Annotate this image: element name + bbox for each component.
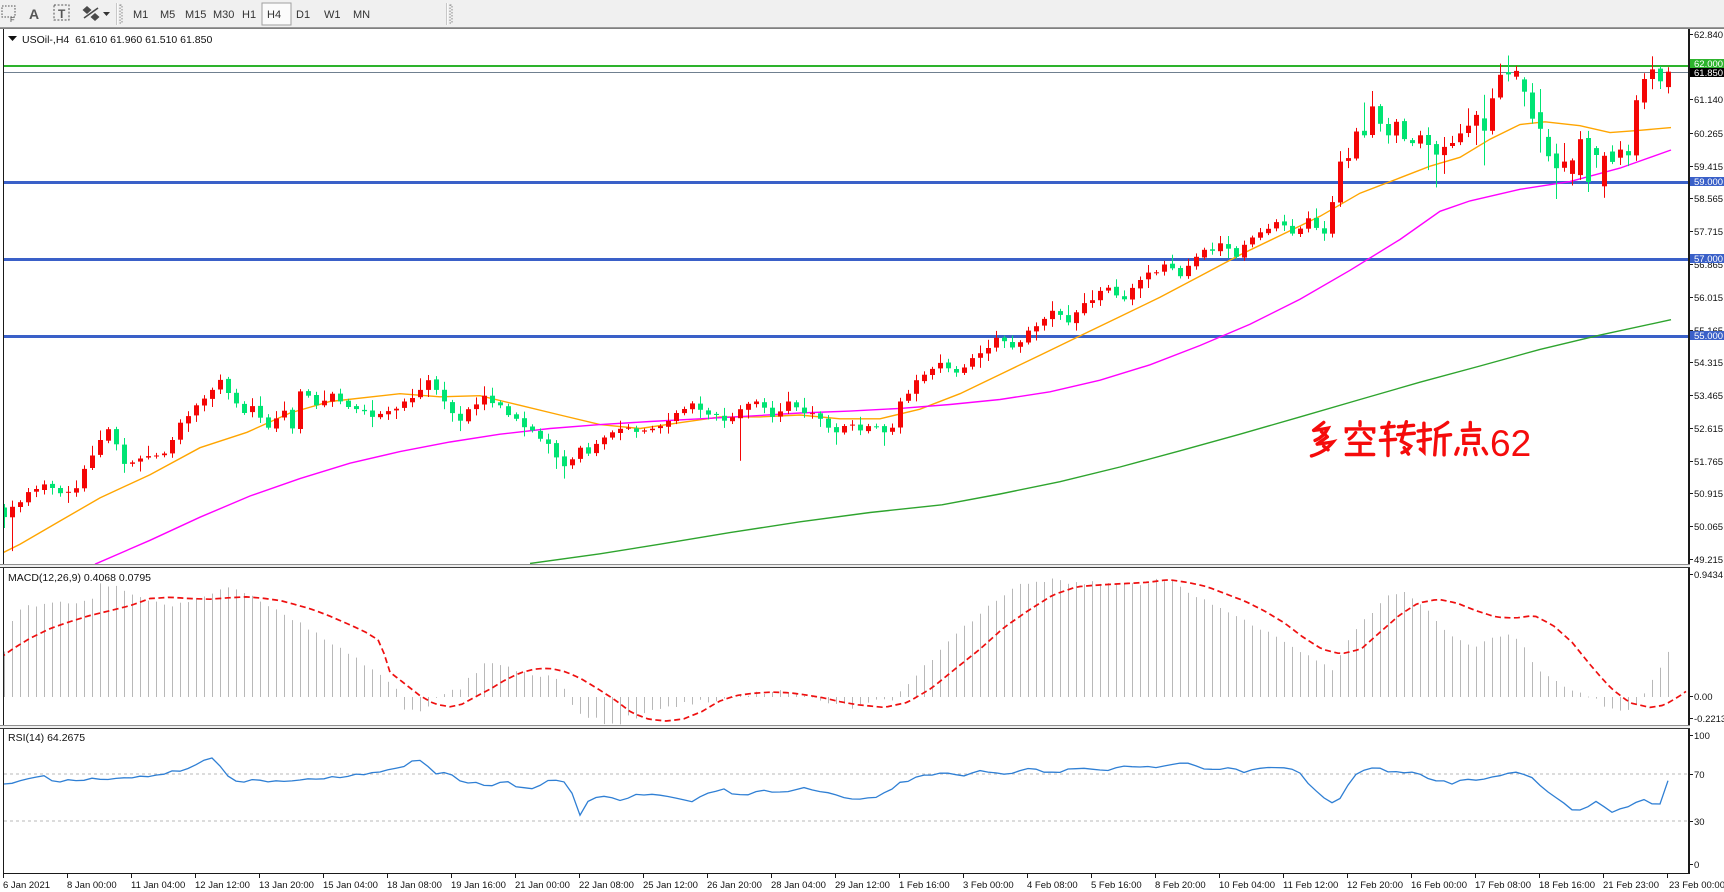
svg-text:10 Feb 04:00: 10 Feb 04:00 (1219, 880, 1275, 891)
svg-text:6 Jan 2021: 6 Jan 2021 (3, 880, 50, 891)
svg-text:16 Feb 00:00: 16 Feb 00:00 (1411, 880, 1467, 891)
svg-text:56.015: 56.015 (1694, 293, 1723, 304)
svg-text:8 Feb 20:00: 8 Feb 20:00 (1155, 880, 1206, 891)
svg-text:0: 0 (1694, 860, 1699, 871)
svg-text:4 Feb 08:00: 4 Feb 08:00 (1027, 880, 1078, 891)
svg-text:60.265: 60.265 (1694, 129, 1723, 140)
svg-text:59.000: 59.000 (1694, 177, 1723, 188)
svg-text:57.715: 57.715 (1694, 227, 1723, 238)
svg-text:3 Feb 00:00: 3 Feb 00:00 (963, 880, 1014, 891)
svg-text:100: 100 (1694, 731, 1710, 742)
svg-text:17 Feb 08:00: 17 Feb 08:00 (1475, 880, 1531, 891)
svg-text:28 Jan 04:00: 28 Jan 04:00 (771, 880, 826, 891)
svg-text:8 Jan 00:00: 8 Jan 00:00 (67, 880, 117, 891)
svg-text:RSI(14) 64.2675: RSI(14) 64.2675 (8, 732, 85, 744)
svg-text:62.840: 62.840 (1694, 30, 1723, 41)
svg-text:F: F (10, 15, 15, 24)
svg-text:1 Feb 16:00: 1 Feb 16:00 (899, 880, 950, 891)
svg-text:58.565: 58.565 (1694, 194, 1723, 205)
svg-text:56.865: 56.865 (1694, 260, 1723, 271)
svg-text:53.465: 53.465 (1694, 391, 1723, 402)
svg-text:70: 70 (1694, 770, 1705, 781)
svg-text:61.140: 61.140 (1694, 95, 1723, 106)
svg-text:55.000: 55.000 (1694, 331, 1723, 342)
svg-text:26 Jan 20:00: 26 Jan 20:00 (707, 880, 762, 891)
svg-text:50.915: 50.915 (1694, 489, 1723, 500)
svg-text:59.415: 59.415 (1694, 162, 1723, 173)
svg-text:11 Feb 12:00: 11 Feb 12:00 (1283, 880, 1338, 891)
svg-text:57.000: 57.000 (1694, 254, 1723, 265)
svg-text:0.9434: 0.9434 (1694, 570, 1723, 581)
svg-text:MN: MN (353, 9, 370, 21)
svg-text:13 Jan 20:00: 13 Jan 20:00 (259, 880, 314, 891)
svg-text:0.00: 0.00 (1694, 692, 1713, 703)
svg-text:T: T (58, 7, 66, 21)
svg-text:54.315: 54.315 (1694, 358, 1723, 369)
svg-text:15 Jan 04:00: 15 Jan 04:00 (323, 880, 378, 891)
svg-text:51.765: 51.765 (1694, 457, 1723, 468)
svg-text:50.065: 50.065 (1694, 522, 1723, 533)
svg-text:M15: M15 (185, 9, 206, 21)
svg-text:21 Jan 00:00: 21 Jan 00:00 (515, 880, 570, 891)
svg-text:12 Feb 20:00: 12 Feb 20:00 (1347, 880, 1403, 891)
svg-text:62.000: 62.000 (1694, 59, 1723, 70)
svg-text:-0.2213: -0.2213 (1694, 714, 1724, 725)
svg-text:62: 62 (1490, 423, 1531, 464)
svg-text:30: 30 (1694, 817, 1705, 828)
svg-text:18 Jan 08:00: 18 Jan 08:00 (387, 880, 442, 891)
svg-text:H1: H1 (242, 9, 256, 21)
svg-text:18 Feb 16:00: 18 Feb 16:00 (1539, 880, 1595, 891)
svg-text:W1: W1 (324, 9, 341, 21)
svg-text:19 Jan 16:00: 19 Jan 16:00 (451, 880, 506, 891)
svg-text:M1: M1 (133, 9, 148, 21)
svg-text:22 Jan 08:00: 22 Jan 08:00 (579, 880, 634, 891)
svg-text:21 Feb 23:00: 21 Feb 23:00 (1603, 880, 1659, 891)
svg-text:49.215: 49.215 (1694, 555, 1723, 566)
svg-text:5 Feb 16:00: 5 Feb 16:00 (1091, 880, 1142, 891)
svg-text:29 Jan 12:00: 29 Jan 12:00 (835, 880, 890, 891)
svg-text:D1: D1 (296, 9, 310, 21)
svg-text:A: A (29, 6, 39, 22)
svg-text:MACD(12,26,9) 0.4068 0.0795: MACD(12,26,9) 0.4068 0.0795 (8, 572, 151, 584)
svg-text:52.615: 52.615 (1694, 424, 1723, 435)
svg-text:USOil-,H4 61.610 61.960 61.51: USOil-,H4 61.610 61.960 61.510 61.850 (22, 34, 212, 46)
svg-text:M30: M30 (213, 9, 234, 21)
svg-text:25 Jan 12:00: 25 Jan 12:00 (643, 880, 698, 891)
svg-text:11 Jan 04:00: 11 Jan 04:00 (131, 880, 185, 891)
svg-text:H4: H4 (267, 9, 281, 21)
svg-text:23 Feb 00:00: 23 Feb 00:00 (1669, 880, 1724, 891)
svg-text:M5: M5 (160, 9, 175, 21)
svg-text:61.850: 61.850 (1694, 68, 1723, 79)
svg-text:12 Jan 12:00: 12 Jan 12:00 (195, 880, 250, 891)
